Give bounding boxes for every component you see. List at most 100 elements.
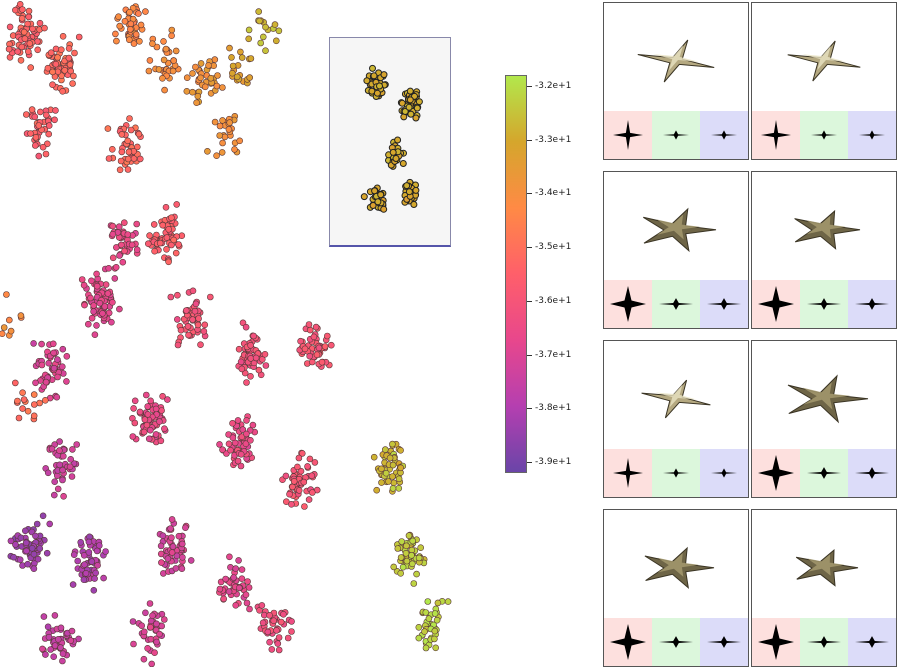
scatter-point <box>235 557 242 564</box>
scatter-point <box>109 222 116 230</box>
scatter-point <box>179 540 186 548</box>
projection-green <box>800 618 849 666</box>
shape-thumbnail[interactable] <box>603 340 749 498</box>
scatter-point <box>18 43 26 51</box>
scatter-point <box>271 21 279 28</box>
scatter-point <box>232 601 239 609</box>
scatter-point <box>397 446 404 454</box>
scatter-point <box>168 26 176 34</box>
scatter-point <box>231 146 238 153</box>
scatter-point <box>14 48 22 55</box>
scatter-point <box>47 49 55 57</box>
scatter-point <box>109 146 116 153</box>
scatter-point <box>185 331 192 339</box>
scatter-point <box>156 630 163 638</box>
shape-thumbnail[interactable] <box>603 2 749 160</box>
scatter-point <box>189 287 197 295</box>
shape-thumbnail[interactable] <box>751 2 897 160</box>
scatter-point <box>234 457 242 465</box>
projection-silhouette <box>613 458 643 488</box>
scatter-point <box>22 111 30 118</box>
shape-thumbnail[interactable] <box>751 509 897 667</box>
scatter-point <box>165 258 172 266</box>
scatter-point <box>68 473 76 480</box>
shape-thumbnail[interactable] <box>603 509 749 667</box>
scatter-point <box>69 80 76 87</box>
scatter-point <box>126 36 133 44</box>
scatter-point <box>151 247 158 255</box>
inset-point <box>374 198 382 206</box>
scatter-point <box>3 291 10 298</box>
scatter-point <box>295 454 303 462</box>
scatter-point <box>275 646 283 654</box>
shape-thumbnail[interactable] <box>751 340 897 498</box>
scatter-point <box>268 646 276 653</box>
scatter-point <box>18 15 26 22</box>
scatter-plot[interactable] <box>0 0 500 667</box>
scatter-point <box>201 321 209 329</box>
scatter-point <box>162 204 170 211</box>
scatter-point <box>431 627 439 635</box>
scatter-point <box>116 305 123 313</box>
scatter-point <box>315 344 323 352</box>
scatter-point <box>125 148 133 156</box>
scatter-point <box>63 378 70 385</box>
projection-red <box>604 449 653 497</box>
scatter-point <box>67 637 75 644</box>
scatter-point <box>157 437 165 445</box>
scatter-point <box>172 565 180 572</box>
scatter-point <box>277 618 285 626</box>
scatter-point <box>135 130 143 138</box>
shape-highlight <box>802 46 846 70</box>
scatter-point <box>69 581 77 588</box>
scatter-point <box>405 532 413 539</box>
scatter-point <box>178 565 186 573</box>
scatter-point <box>168 516 176 523</box>
scatter-point <box>32 134 40 141</box>
colorbar <box>505 75 527 473</box>
scatter-point <box>116 22 123 30</box>
shape-highlight <box>806 215 846 239</box>
scatter-point <box>102 548 109 555</box>
scatter-point <box>113 37 120 45</box>
shape-thumbnail[interactable] <box>603 171 749 329</box>
scatter-point <box>16 556 24 564</box>
scatter-point <box>264 628 272 636</box>
scatter-point <box>182 524 189 532</box>
scatter-point <box>21 527 29 535</box>
scatter-point <box>140 428 148 436</box>
scatter-point <box>65 45 73 52</box>
scatter-point <box>390 479 398 487</box>
scatter-point <box>161 86 168 94</box>
scatter-point <box>160 38 167 45</box>
scatter-point <box>213 152 220 159</box>
scatter-point <box>127 20 135 28</box>
scatter-point <box>394 545 402 552</box>
scatter-point <box>225 588 233 595</box>
scatter-point <box>7 537 15 545</box>
scatter-point <box>192 63 199 71</box>
scatter-point <box>90 586 98 594</box>
shape-highlight <box>656 214 700 240</box>
scatter-point <box>115 223 123 230</box>
scatter-point <box>26 40 34 47</box>
shape-thumbnail[interactable] <box>751 171 897 329</box>
scatter-point <box>200 327 208 335</box>
scatter-point <box>78 276 86 283</box>
shape-render <box>644 546 715 590</box>
scatter-point <box>421 628 428 635</box>
shape-render <box>795 548 859 587</box>
scatter-point <box>124 231 132 238</box>
scatter-point <box>159 75 166 82</box>
scatter-point <box>36 545 44 552</box>
scatter-point <box>189 88 196 96</box>
scatter-point <box>378 465 385 473</box>
scatter-point <box>151 649 158 657</box>
scatter-point <box>23 547 30 555</box>
colorbar-tick <box>527 85 532 87</box>
scatter-point <box>274 640 282 647</box>
scatter-point <box>247 436 254 444</box>
inset-panel[interactable] <box>329 37 451 247</box>
scatter-point <box>30 391 38 398</box>
scatter-point <box>90 308 97 315</box>
